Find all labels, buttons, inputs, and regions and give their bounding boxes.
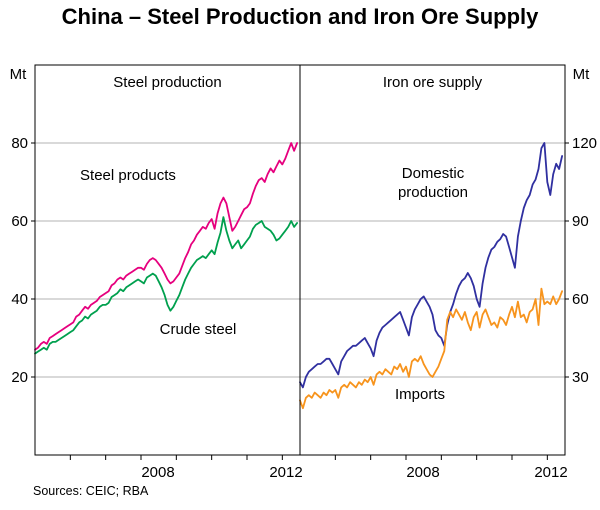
panel-title-iron-ore-supply: Iron ore supply (383, 74, 483, 91)
x-tick-right-2008: 2008 (406, 464, 439, 481)
y-tick-right-60: 60 (572, 291, 589, 308)
y-tick-right-120: 120 (572, 135, 597, 152)
x-tick-right-2012: 2012 (534, 464, 567, 481)
unit-label-right: Mt (573, 66, 590, 83)
series-line-crude-steel (34, 216, 299, 355)
x-tick-left-2012: 2012 (269, 464, 302, 481)
series-label-crude-steel: Crude steel (160, 321, 237, 338)
y-tick-left-40: 40 (11, 291, 28, 308)
series-label-domestic-line1: Domestic (402, 165, 465, 182)
series-label-steel-products: Steel products (80, 167, 176, 184)
y-tick-left-20: 20 (11, 369, 28, 386)
y-tick-left-80: 80 (11, 135, 28, 152)
y-tick-left-60: 60 (11, 213, 28, 230)
y-tick-right-90: 90 (572, 213, 589, 230)
series-line-imports (299, 287, 563, 410)
unit-label-left: Mt (10, 66, 27, 83)
panel-title-steel-production: Steel production (113, 74, 221, 91)
series-label-imports: Imports (395, 386, 445, 403)
series-line-domestic-production (299, 142, 563, 389)
y-tick-right-30: 30 (572, 369, 589, 386)
series-line-steel-products (34, 142, 299, 351)
source-note: Sources: CEIC; RBA (33, 484, 149, 498)
x-tick-left-2008: 2008 (141, 464, 174, 481)
series-label-domestic-line2: production (398, 184, 468, 201)
chart-title: China – Steel Production and Iron Ore Su… (61, 4, 539, 29)
